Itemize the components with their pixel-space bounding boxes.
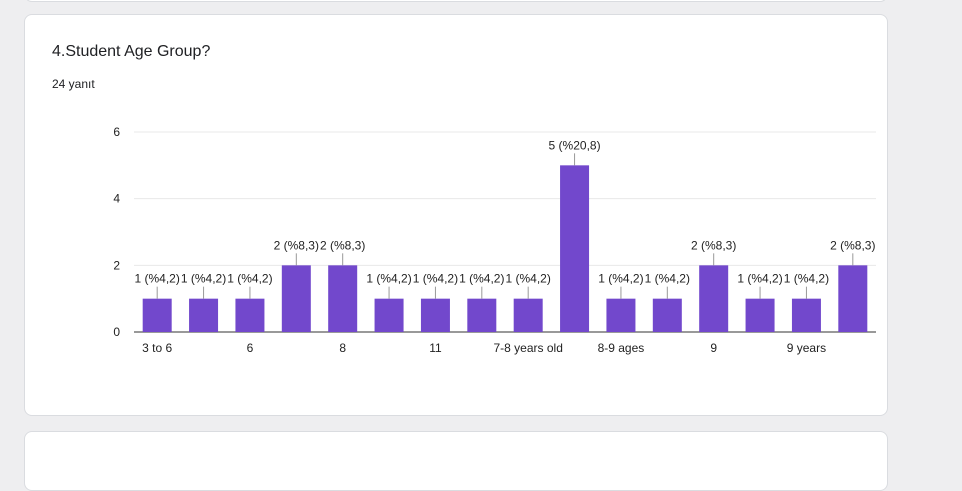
y-tick-label: 2 — [113, 258, 120, 272]
bar — [281, 265, 311, 332]
bar — [606, 298, 636, 332]
y-tick-label: 0 — [113, 325, 120, 339]
bar — [560, 165, 590, 332]
y-tick-label: 4 — [113, 192, 120, 206]
data-label: 1 (%4,2) — [366, 272, 411, 286]
x-tick-label: 8 — [339, 341, 346, 355]
bar — [235, 298, 265, 332]
x-tick-label: 11 — [429, 341, 442, 355]
next-question-card — [24, 431, 888, 491]
bar — [699, 265, 729, 332]
bar — [142, 298, 172, 332]
bar — [374, 298, 404, 332]
data-label: 2 (%8,3) — [320, 238, 365, 252]
response-count: 24 yanıt — [52, 77, 95, 91]
data-label: 1 (%4,2) — [135, 272, 180, 286]
bar — [652, 298, 682, 332]
x-tick-label: 7-8 years old — [494, 341, 563, 355]
data-label: 1 (%4,2) — [506, 272, 551, 286]
data-label: 2 (%8,3) — [691, 238, 736, 252]
x-tick-label: 9 — [710, 341, 717, 355]
data-label: 5 (%20,8) — [549, 138, 601, 152]
data-label: 1 (%4,2) — [227, 272, 272, 286]
bar — [189, 298, 219, 332]
bar — [420, 298, 450, 332]
x-tick-label: 8-9 ages — [598, 341, 645, 355]
y-tick-label: 6 — [113, 125, 120, 139]
x-tick-label: 9 years — [787, 341, 826, 355]
bar — [467, 298, 497, 332]
data-label: 2 (%8,3) — [274, 238, 319, 252]
data-label: 1 (%4,2) — [784, 272, 829, 286]
x-tick-label: 3 to 6 — [142, 341, 172, 355]
data-label: 1 (%4,2) — [459, 272, 504, 286]
data-label: 1 (%4,2) — [645, 272, 690, 286]
x-tick-label: 6 — [247, 341, 254, 355]
previous-question-card — [24, 0, 888, 2]
bar — [745, 298, 775, 332]
data-label: 1 (%4,2) — [413, 272, 458, 286]
bar — [838, 265, 868, 332]
data-label: 2 (%8,3) — [830, 238, 875, 252]
data-label: 1 (%4,2) — [598, 272, 643, 286]
data-label: 1 (%4,2) — [181, 272, 226, 286]
bar — [328, 265, 358, 332]
data-label: 1 (%4,2) — [737, 272, 782, 286]
bar — [791, 298, 821, 332]
question-title: 4.Student Age Group? — [52, 43, 211, 60]
bar — [513, 298, 543, 332]
question-card: 4.Student Age Group? 24 yanıt 0 2 4 6 1 (%4,… — [24, 14, 888, 416]
